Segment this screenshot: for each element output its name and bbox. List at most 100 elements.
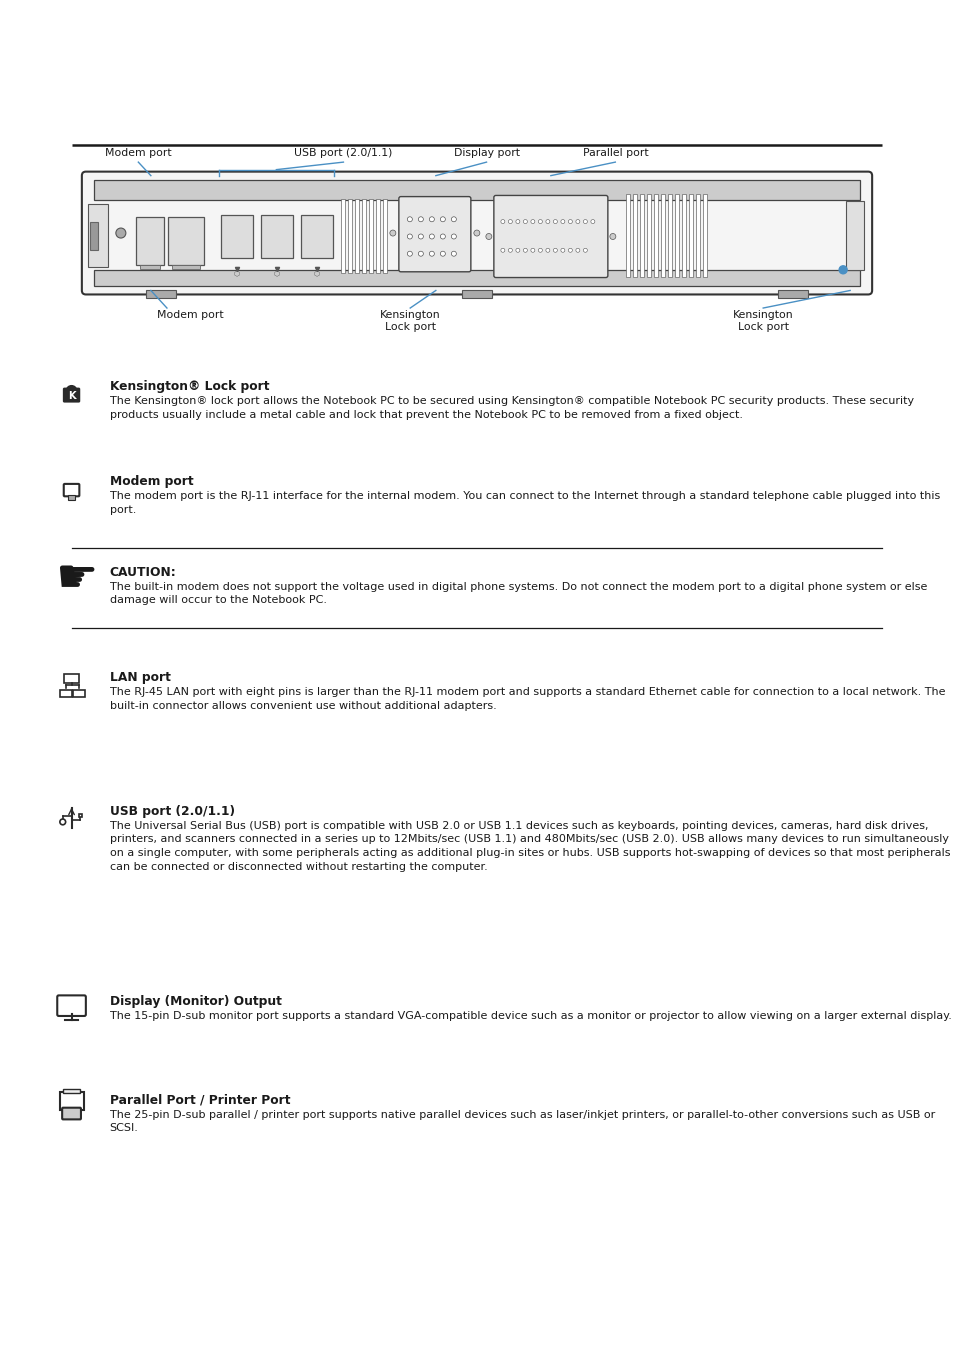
Text: Display port: Display port: [453, 149, 519, 158]
FancyBboxPatch shape: [57, 996, 86, 1016]
Bar: [146, 290, 175, 299]
Circle shape: [440, 216, 445, 222]
Bar: [653, 195, 658, 277]
Circle shape: [582, 220, 587, 223]
Circle shape: [485, 234, 492, 239]
Circle shape: [590, 220, 595, 223]
Text: Modem port: Modem port: [105, 149, 172, 158]
Bar: [681, 195, 685, 277]
Bar: [172, 265, 199, 269]
Text: ⬡: ⬡: [314, 270, 319, 276]
Bar: [461, 290, 492, 299]
Bar: [361, 199, 366, 273]
Text: ☛: ☛: [55, 557, 97, 603]
Bar: [674, 195, 679, 277]
Circle shape: [429, 234, 434, 239]
Bar: [625, 195, 629, 277]
Circle shape: [508, 249, 512, 253]
Text: The 15-pin D-sub monitor port supports a standard VGA-compatible device such as : The 15-pin D-sub monitor port supports a…: [110, 1011, 950, 1021]
Circle shape: [508, 220, 512, 223]
Text: Modem port: Modem port: [157, 309, 224, 320]
Bar: [375, 199, 379, 273]
Circle shape: [451, 216, 456, 222]
Text: Parallel Port / Printer Port: Parallel Port / Printer Port: [110, 1094, 290, 1106]
Circle shape: [576, 249, 579, 253]
Circle shape: [451, 251, 456, 257]
Text: The modem port is the RJ-11 interface for the internal modem. You can connect to: The modem port is the RJ-11 interface fo…: [110, 490, 939, 515]
FancyBboxPatch shape: [494, 196, 607, 277]
Bar: [340, 199, 344, 273]
Circle shape: [560, 220, 564, 223]
Circle shape: [418, 251, 423, 257]
Bar: [93, 270, 860, 286]
Circle shape: [537, 220, 542, 223]
Bar: [639, 195, 643, 277]
Bar: [300, 215, 333, 258]
Bar: [688, 195, 692, 277]
Text: Parallel port: Parallel port: [582, 149, 647, 158]
Bar: [221, 215, 253, 258]
Circle shape: [553, 249, 557, 253]
FancyBboxPatch shape: [82, 172, 871, 295]
Text: The Kensington® lock port allows the Notebook PC to be secured using Kensington®: The Kensington® lock port allows the Not…: [110, 396, 913, 420]
Text: ⬡: ⬡: [274, 270, 279, 276]
Circle shape: [440, 251, 445, 257]
Bar: [382, 199, 387, 273]
Bar: [260, 215, 293, 258]
Bar: [702, 195, 706, 277]
Circle shape: [500, 249, 504, 253]
Text: USB port (2.0/1.1): USB port (2.0/1.1): [110, 805, 234, 817]
FancyBboxPatch shape: [64, 484, 79, 496]
Circle shape: [545, 249, 549, 253]
FancyBboxPatch shape: [62, 1108, 81, 1120]
Bar: [369, 199, 373, 273]
Circle shape: [60, 819, 66, 825]
Circle shape: [530, 220, 535, 223]
Bar: [646, 195, 650, 277]
Circle shape: [407, 216, 412, 222]
Circle shape: [115, 228, 126, 238]
Bar: [93, 180, 860, 200]
Bar: [660, 195, 664, 277]
Circle shape: [530, 249, 535, 253]
Bar: [355, 199, 358, 273]
Circle shape: [582, 249, 587, 253]
Bar: [64, 674, 79, 682]
Circle shape: [839, 266, 846, 274]
Circle shape: [545, 220, 549, 223]
Bar: [135, 218, 164, 265]
Circle shape: [407, 251, 412, 257]
Text: CAUTION:: CAUTION:: [110, 566, 176, 578]
Bar: [69, 496, 74, 500]
Circle shape: [523, 249, 527, 253]
FancyBboxPatch shape: [63, 388, 80, 403]
Circle shape: [390, 230, 395, 236]
Circle shape: [516, 220, 519, 223]
Text: Kensington
Lock port: Kensington Lock port: [732, 309, 793, 331]
Bar: [59, 1092, 84, 1109]
Circle shape: [523, 220, 527, 223]
Text: USB port (2.0/1.1): USB port (2.0/1.1): [294, 149, 393, 158]
Text: The built-in modem does not support the voltage used in digital phone systems. D: The built-in modem does not support the …: [110, 581, 926, 605]
Text: The 25-pin D-sub parallel / printer port supports native parallel devices such a: The 25-pin D-sub parallel / printer port…: [110, 1109, 934, 1133]
Circle shape: [568, 249, 572, 253]
Circle shape: [418, 234, 423, 239]
Circle shape: [553, 220, 557, 223]
Text: The Universal Serial Bus (USB) port is compatible with USB 2.0 or USB 1.1 device: The Universal Serial Bus (USB) port is c…: [110, 820, 949, 871]
Text: Kensington® Lock port: Kensington® Lock port: [110, 381, 269, 393]
Circle shape: [560, 249, 564, 253]
Bar: [78, 813, 82, 817]
Text: K: K: [68, 392, 75, 401]
Bar: [632, 195, 637, 277]
Circle shape: [576, 220, 579, 223]
Bar: [695, 195, 700, 277]
Circle shape: [609, 234, 616, 239]
Bar: [667, 195, 671, 277]
Text: The RJ-45 LAN port with eight pins is larger than the RJ-11 modem port and suppo: The RJ-45 LAN port with eight pins is la…: [110, 686, 944, 711]
Circle shape: [418, 216, 423, 222]
Text: Modem port: Modem port: [110, 476, 193, 488]
Circle shape: [500, 220, 504, 223]
Bar: [348, 199, 352, 273]
Circle shape: [537, 249, 542, 253]
Bar: [59, 690, 71, 697]
